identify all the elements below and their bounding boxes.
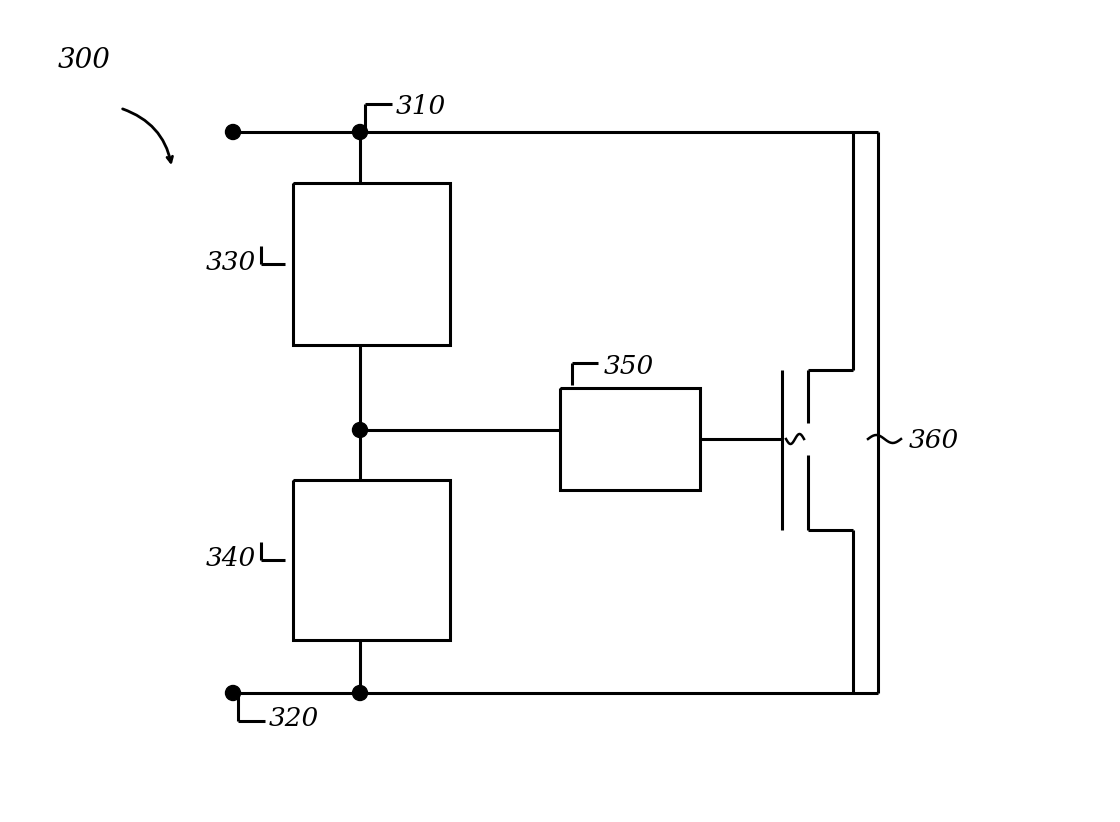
Text: 310: 310 [396, 95, 446, 119]
Circle shape [225, 124, 241, 140]
Text: 340: 340 [206, 546, 256, 570]
Circle shape [353, 423, 367, 437]
Text: 330: 330 [206, 250, 256, 275]
Text: 350: 350 [604, 354, 654, 380]
Text: 300: 300 [58, 47, 111, 73]
Text: 320: 320 [269, 705, 319, 731]
Circle shape [353, 124, 367, 140]
Circle shape [353, 686, 367, 700]
Text: 360: 360 [909, 428, 959, 454]
Circle shape [225, 686, 241, 700]
